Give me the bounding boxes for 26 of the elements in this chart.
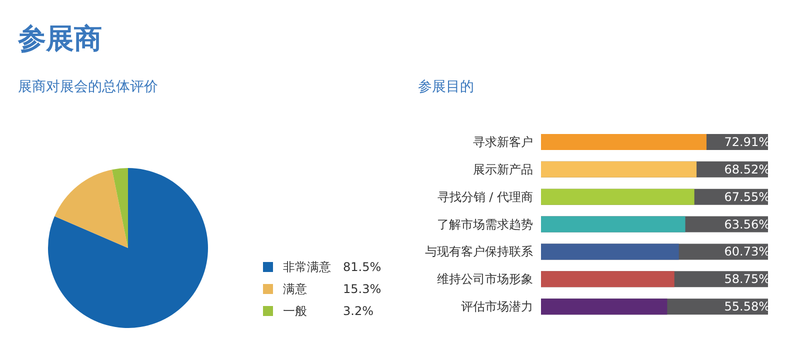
y-tick-label: 了解市场需求趋势: [437, 217, 533, 232]
y-tick-label: 寻找分销 / 代理商: [437, 190, 533, 204]
data-label: 15.3%: [343, 282, 382, 296]
chart-title: 参展目的: [418, 78, 474, 96]
data-label: 68.52%: [724, 162, 770, 176]
data-label: 55.58%: [724, 300, 770, 314]
y-tick-label: 寻求新客户: [473, 134, 533, 149]
chart-subtitle: 展商对展会的总体评价: [18, 78, 158, 96]
data-label: 72.91%: [724, 135, 770, 149]
data-label: 67.55%: [724, 190, 770, 204]
y-tick-label: 展示新产品: [473, 162, 533, 176]
pie-slice: [48, 168, 208, 328]
y-tick-label: 与现有客户保持联系: [425, 244, 533, 259]
data-label: 3.2%: [343, 304, 374, 318]
chart-title: 参展商: [18, 21, 102, 57]
data-label: 60.73%: [724, 244, 770, 259]
pie-slice: [112, 168, 128, 248]
y-tick-label: 评估市场潜力: [461, 300, 533, 314]
data-label: 81.5%: [343, 260, 382, 274]
legend-label: 非常满意: [283, 258, 332, 276]
pie-slice: [54, 170, 128, 248]
legend-label: 满意: [283, 280, 308, 298]
data-label: 58.75%: [724, 272, 770, 286]
y-tick-label: 维持公司市场形象: [437, 272, 533, 286]
data-label: 63.56%: [724, 217, 770, 232]
legend-label: 一般: [283, 302, 308, 320]
